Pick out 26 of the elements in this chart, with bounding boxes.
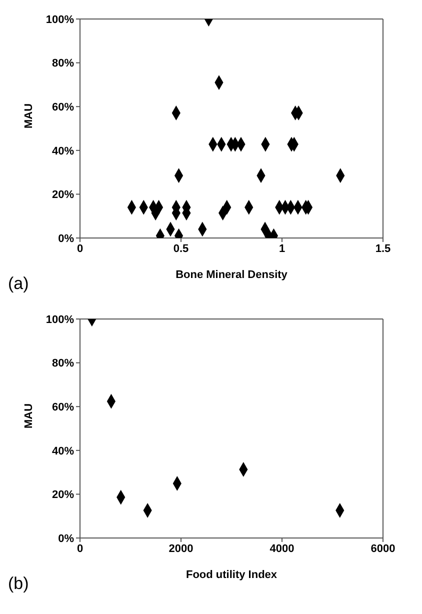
x-tick-label: 0 bbox=[76, 542, 84, 555]
y-tick-label: 60% bbox=[52, 102, 74, 114]
y-tick-label: 40% bbox=[52, 145, 74, 158]
y-tick-label: 20% bbox=[52, 489, 74, 502]
y-tick-label: 80% bbox=[52, 58, 74, 70]
text: (a) bbox=[8, 274, 29, 294]
y-tick-label: 40% bbox=[52, 445, 74, 458]
x-tick-label: 2000 bbox=[168, 542, 194, 555]
text: (b) bbox=[8, 574, 29, 594]
x-tick-label: 4000 bbox=[270, 542, 294, 555]
x-axis-title: Food utility Index bbox=[186, 569, 278, 581]
y-tick-label: 60% bbox=[52, 402, 74, 414]
y-axis-title: MAU bbox=[22, 103, 35, 128]
x-tick-label: 1 bbox=[278, 242, 286, 255]
y-tick-label: 0% bbox=[58, 532, 74, 545]
y-tick-label: 100% bbox=[46, 14, 74, 26]
x-tick-label: 0 bbox=[76, 242, 84, 255]
y-tick-label: 80% bbox=[52, 358, 74, 370]
x-tick-label: 1.5 bbox=[375, 242, 391, 255]
x-tick-label: 6000 bbox=[370, 542, 396, 555]
x-tick-label: 0.5 bbox=[173, 242, 189, 255]
y-tick-label: 100% bbox=[46, 314, 74, 326]
y-axis-title: MAU bbox=[22, 403, 35, 428]
y-tick-label: 20% bbox=[52, 189, 74, 202]
y-tick-label: 0% bbox=[58, 232, 74, 245]
x-axis-title: Bone Mineral Density bbox=[176, 269, 288, 281]
